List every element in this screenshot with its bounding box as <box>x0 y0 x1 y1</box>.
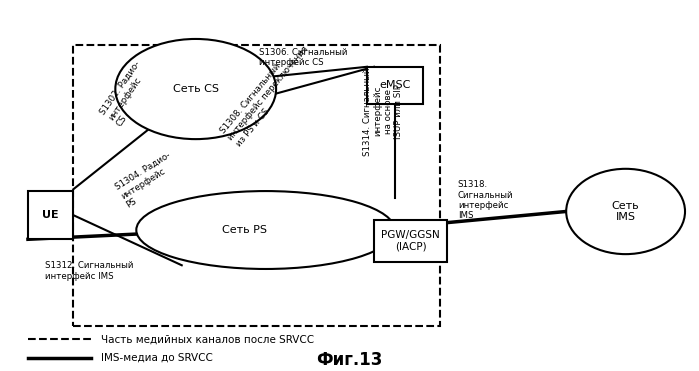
Ellipse shape <box>115 39 276 139</box>
Text: Часть медийных каналов после SRVCC: Часть медийных каналов после SRVCC <box>101 335 315 344</box>
Text: Сеть PS: Сеть PS <box>222 225 267 235</box>
Text: eMSC: eMSC <box>380 81 410 90</box>
Text: Сеть CS: Сеть CS <box>173 84 219 94</box>
Text: PGW/GGSN
(IACP): PGW/GGSN (IACP) <box>381 230 440 252</box>
Text: UE: UE <box>43 210 59 220</box>
Bar <box>367 67 423 104</box>
Text: S1314. Сигнальный
интерфейс
на основе
ISUP или SIP: S1314. Сигнальный интерфейс на основе IS… <box>363 67 403 155</box>
Text: S1302. Радио-
интерфейс
CS: S1302. Радио- интерфейс CS <box>98 59 159 128</box>
Text: S1306. Сигнальный
интерфейс CS: S1306. Сигнальный интерфейс CS <box>259 48 347 67</box>
Bar <box>28 191 73 239</box>
Text: IMS-медиа до SRVCC: IMS-медиа до SRVCC <box>101 353 213 363</box>
Bar <box>374 220 447 263</box>
Text: S1304. Радио-
интерфейс
PS: S1304. Радио- интерфейс PS <box>113 151 183 210</box>
Text: Фиг.13: Фиг.13 <box>317 351 382 369</box>
Text: Сеть
IMS: Сеть IMS <box>612 201 640 222</box>
Text: S1318.
Сигнальный
интерфейс
IMS: S1318. Сигнальный интерфейс IMS <box>458 180 514 220</box>
Text: S1312. Сигнальный
интерфейс IMS: S1312. Сигнальный интерфейс IMS <box>45 261 134 280</box>
Ellipse shape <box>136 191 395 269</box>
Ellipse shape <box>566 169 685 254</box>
Text: S1308. Сигнальный
интерфейс переключения
из PS и CS: S1308. Сигнальный интерфейс переключения… <box>218 37 318 148</box>
